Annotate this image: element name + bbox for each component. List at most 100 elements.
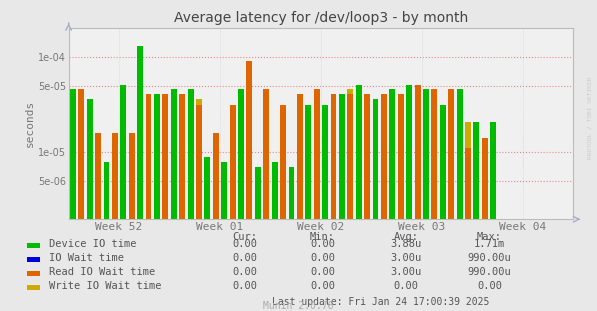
Bar <box>213 174 219 248</box>
Bar <box>314 133 319 248</box>
Bar <box>95 174 101 248</box>
Text: 3.00u: 3.00u <box>390 253 421 263</box>
Bar <box>247 61 253 248</box>
Bar <box>482 138 488 248</box>
Bar <box>112 133 118 248</box>
Text: 990.00u: 990.00u <box>467 253 512 263</box>
Bar <box>364 94 370 248</box>
Bar <box>314 89 319 248</box>
Bar <box>247 148 253 248</box>
Bar <box>70 89 76 248</box>
Bar <box>288 167 294 248</box>
Text: 0.00: 0.00 <box>232 253 257 263</box>
Text: 1.71m: 1.71m <box>474 239 505 249</box>
Bar <box>322 105 328 248</box>
Bar <box>398 94 404 248</box>
Bar <box>129 174 135 248</box>
Bar <box>213 133 219 248</box>
Bar <box>440 105 446 248</box>
Bar <box>432 122 438 248</box>
Bar <box>137 46 143 248</box>
Text: 990.00u: 990.00u <box>467 267 512 277</box>
Bar <box>196 105 202 248</box>
Bar <box>146 94 152 248</box>
Text: 0.00: 0.00 <box>232 267 257 277</box>
Bar <box>179 94 185 248</box>
Title: Average latency for /dev/loop3 - by month: Average latency for /dev/loop3 - by mont… <box>174 12 468 26</box>
Bar <box>465 148 471 248</box>
Text: 0.00: 0.00 <box>232 281 257 291</box>
Bar <box>297 133 303 248</box>
Text: Last update: Fri Jan 24 17:00:39 2025: Last update: Fri Jan 24 17:00:39 2025 <box>272 297 490 307</box>
Bar <box>121 85 126 248</box>
Y-axis label: seconds: seconds <box>25 100 35 147</box>
Text: 0.00: 0.00 <box>310 253 335 263</box>
Bar <box>364 105 370 248</box>
Bar <box>146 133 152 248</box>
Bar <box>238 89 244 248</box>
Bar <box>482 148 488 248</box>
Bar <box>347 89 353 248</box>
Text: 0.00: 0.00 <box>310 267 335 277</box>
Bar <box>356 85 362 248</box>
Bar <box>415 85 420 248</box>
Text: Max:: Max: <box>477 232 502 242</box>
Text: Write IO Wait time: Write IO Wait time <box>49 281 161 291</box>
Text: 0.00: 0.00 <box>310 281 335 291</box>
Text: 0.00: 0.00 <box>477 281 502 291</box>
Bar <box>373 99 378 248</box>
Bar <box>230 142 236 248</box>
Bar <box>490 122 496 248</box>
Bar <box>465 122 471 248</box>
Bar <box>263 89 269 248</box>
Text: 0.00: 0.00 <box>232 239 257 249</box>
Bar <box>255 167 261 248</box>
Text: Avg:: Avg: <box>393 232 418 242</box>
Text: RRDTOOL / TOBI OETIKER: RRDTOOL / TOBI OETIKER <box>587 77 592 160</box>
Bar <box>415 89 420 248</box>
Text: 0.00: 0.00 <box>310 239 335 249</box>
Bar <box>87 99 93 248</box>
Bar <box>70 133 76 248</box>
Bar <box>187 89 193 248</box>
Bar <box>204 157 210 248</box>
Bar <box>398 122 404 248</box>
Bar <box>347 94 353 248</box>
Bar <box>389 89 395 248</box>
Bar <box>331 94 337 248</box>
Text: Munin 2.0.76: Munin 2.0.76 <box>263 300 334 310</box>
Bar <box>162 94 168 248</box>
Bar <box>406 85 412 248</box>
Bar <box>448 89 454 248</box>
Bar <box>473 122 479 248</box>
Bar <box>305 105 311 248</box>
Text: Read IO Wait time: Read IO Wait time <box>49 267 155 277</box>
Bar <box>129 133 135 248</box>
Bar <box>432 89 438 248</box>
Bar <box>154 94 160 248</box>
Bar <box>448 113 454 248</box>
Bar <box>95 133 101 248</box>
Bar <box>457 89 463 248</box>
Text: Cur:: Cur: <box>232 232 257 242</box>
Bar <box>381 94 387 248</box>
Bar <box>331 174 337 248</box>
Bar <box>221 162 227 248</box>
Bar <box>272 162 278 248</box>
Text: 3.88u: 3.88u <box>390 239 421 249</box>
Bar <box>339 94 345 248</box>
Bar <box>179 94 185 248</box>
Bar <box>263 105 269 248</box>
Bar <box>196 99 202 248</box>
Bar <box>423 89 429 248</box>
Bar <box>230 105 236 248</box>
Text: Device IO time: Device IO time <box>49 239 137 249</box>
Bar <box>162 133 168 248</box>
Bar <box>280 105 286 248</box>
Text: 0.00: 0.00 <box>393 281 418 291</box>
Bar <box>381 113 387 248</box>
Bar <box>78 89 84 248</box>
Bar <box>297 94 303 248</box>
Bar <box>103 162 109 248</box>
Text: Min:: Min: <box>310 232 335 242</box>
